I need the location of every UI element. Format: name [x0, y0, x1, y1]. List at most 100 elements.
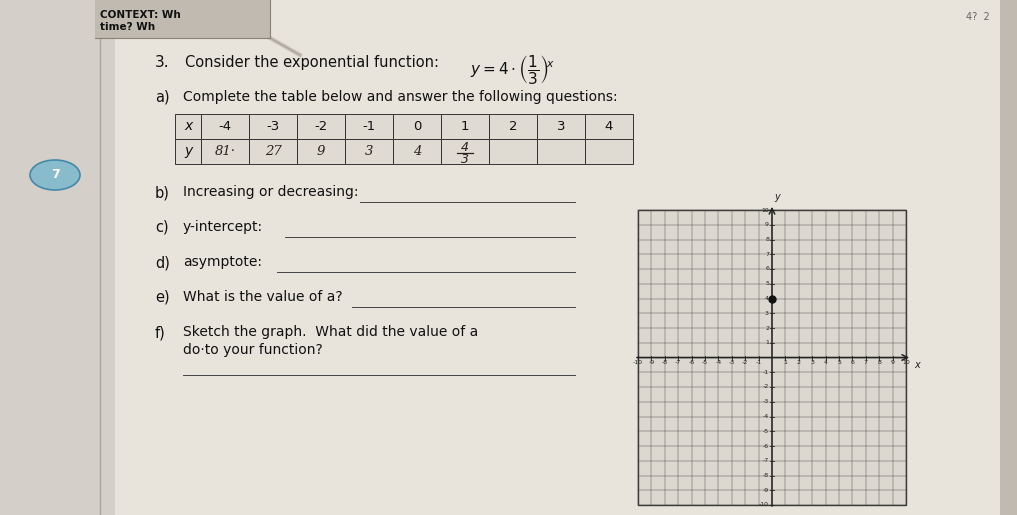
Text: 81·: 81· — [215, 145, 236, 158]
Text: 6: 6 — [765, 266, 769, 271]
Bar — [297, 139, 345, 164]
Text: Complete the table below and answer the following questions:: Complete the table below and answer the … — [183, 90, 617, 104]
Text: -7: -7 — [763, 458, 769, 464]
Bar — [585, 114, 633, 139]
Text: 2: 2 — [508, 120, 518, 133]
Text: 5: 5 — [765, 281, 769, 286]
Text: -1: -1 — [763, 370, 769, 375]
Text: Increasing or decreasing:: Increasing or decreasing: — [183, 185, 359, 199]
Text: -1: -1 — [756, 360, 762, 366]
Text: -6: -6 — [763, 443, 769, 449]
Text: -8: -8 — [763, 473, 769, 478]
Bar — [201, 114, 249, 139]
Text: -4: -4 — [219, 120, 232, 133]
Bar — [393, 139, 441, 164]
Bar — [441, 114, 489, 139]
Bar — [537, 114, 585, 139]
Bar — [489, 114, 537, 139]
Bar — [95, 0, 270, 38]
Text: 27: 27 — [264, 145, 282, 158]
Text: -2: -2 — [742, 360, 749, 366]
Text: -10: -10 — [759, 503, 769, 507]
Bar — [201, 139, 249, 164]
Text: Consider the exponential function:: Consider the exponential function: — [185, 55, 439, 70]
Text: e): e) — [155, 290, 170, 305]
Text: -5: -5 — [763, 429, 769, 434]
Text: a): a) — [155, 90, 170, 105]
Text: do·to your function?: do·to your function? — [183, 343, 322, 357]
Text: $y = 4 \cdot \left(\dfrac{1}{3}\right)^{\!x}$: $y = 4 \cdot \left(\dfrac{1}{3}\right)^{… — [470, 53, 555, 86]
Text: y: y — [184, 145, 192, 159]
Text: 5: 5 — [837, 360, 841, 366]
Text: 4: 4 — [461, 141, 469, 154]
Bar — [345, 114, 393, 139]
Text: y: y — [774, 192, 780, 202]
Text: c): c) — [155, 220, 169, 235]
Text: 8: 8 — [878, 360, 881, 366]
Text: 3: 3 — [811, 360, 815, 366]
Text: f): f) — [155, 325, 166, 340]
Text: 10: 10 — [762, 208, 769, 213]
Bar — [297, 114, 345, 139]
Text: Sketch the graph.  What did the value of a: Sketch the graph. What did the value of … — [183, 325, 478, 339]
Text: -4: -4 — [763, 414, 769, 419]
Bar — [441, 139, 489, 164]
Bar — [489, 139, 537, 164]
Text: -2: -2 — [314, 120, 327, 133]
Bar — [175, 139, 201, 164]
Bar — [249, 139, 297, 164]
Text: -9: -9 — [763, 488, 769, 493]
Bar — [1000, 0, 1017, 515]
Text: 4: 4 — [765, 296, 769, 301]
Text: 3.: 3. — [155, 55, 170, 70]
Text: CONTEXT: Wh: CONTEXT: Wh — [100, 10, 181, 20]
Text: -7: -7 — [675, 360, 681, 366]
Text: 3: 3 — [461, 153, 469, 166]
Text: 3: 3 — [365, 145, 373, 158]
Text: What is the value of a?: What is the value of a? — [183, 290, 343, 304]
Bar — [638, 210, 906, 505]
Text: 9: 9 — [891, 360, 895, 366]
Text: 6: 6 — [850, 360, 854, 366]
Text: -4: -4 — [715, 360, 721, 366]
Text: 9: 9 — [765, 222, 769, 227]
Text: 1: 1 — [461, 120, 469, 133]
Text: 4: 4 — [413, 145, 421, 158]
Text: x: x — [914, 359, 919, 369]
Bar — [585, 139, 633, 164]
Text: 9: 9 — [317, 145, 325, 158]
Bar — [393, 114, 441, 139]
Text: -10: -10 — [633, 360, 643, 366]
Text: 3: 3 — [556, 120, 565, 133]
Text: 7: 7 — [863, 360, 868, 366]
Text: y-intercept:: y-intercept: — [183, 220, 263, 234]
Text: -1: -1 — [362, 120, 375, 133]
Text: 0: 0 — [413, 120, 421, 133]
Text: 7: 7 — [51, 168, 59, 181]
Text: asymptote:: asymptote: — [183, 255, 262, 269]
Text: -2: -2 — [763, 385, 769, 389]
Text: 3: 3 — [765, 311, 769, 316]
Text: 4: 4 — [824, 360, 828, 366]
Text: -5: -5 — [702, 360, 708, 366]
Text: 2: 2 — [796, 360, 800, 366]
Text: 4: 4 — [605, 120, 613, 133]
Bar — [0, 0, 115, 515]
Text: 2: 2 — [765, 325, 769, 331]
Text: 1: 1 — [783, 360, 787, 366]
Text: 7: 7 — [765, 252, 769, 257]
Text: x: x — [184, 119, 192, 133]
Bar — [345, 139, 393, 164]
Text: 4?  2: 4? 2 — [966, 12, 990, 22]
Text: 10: 10 — [902, 360, 910, 366]
Text: 1: 1 — [765, 340, 769, 345]
Text: -3: -3 — [728, 360, 735, 366]
Text: -3: -3 — [266, 120, 280, 133]
Text: -8: -8 — [662, 360, 668, 366]
Text: -3: -3 — [763, 399, 769, 404]
Text: -9: -9 — [648, 360, 655, 366]
Text: -6: -6 — [689, 360, 695, 366]
Text: 8: 8 — [765, 237, 769, 242]
Text: time? Wh: time? Wh — [100, 22, 156, 32]
Text: b): b) — [155, 185, 170, 200]
